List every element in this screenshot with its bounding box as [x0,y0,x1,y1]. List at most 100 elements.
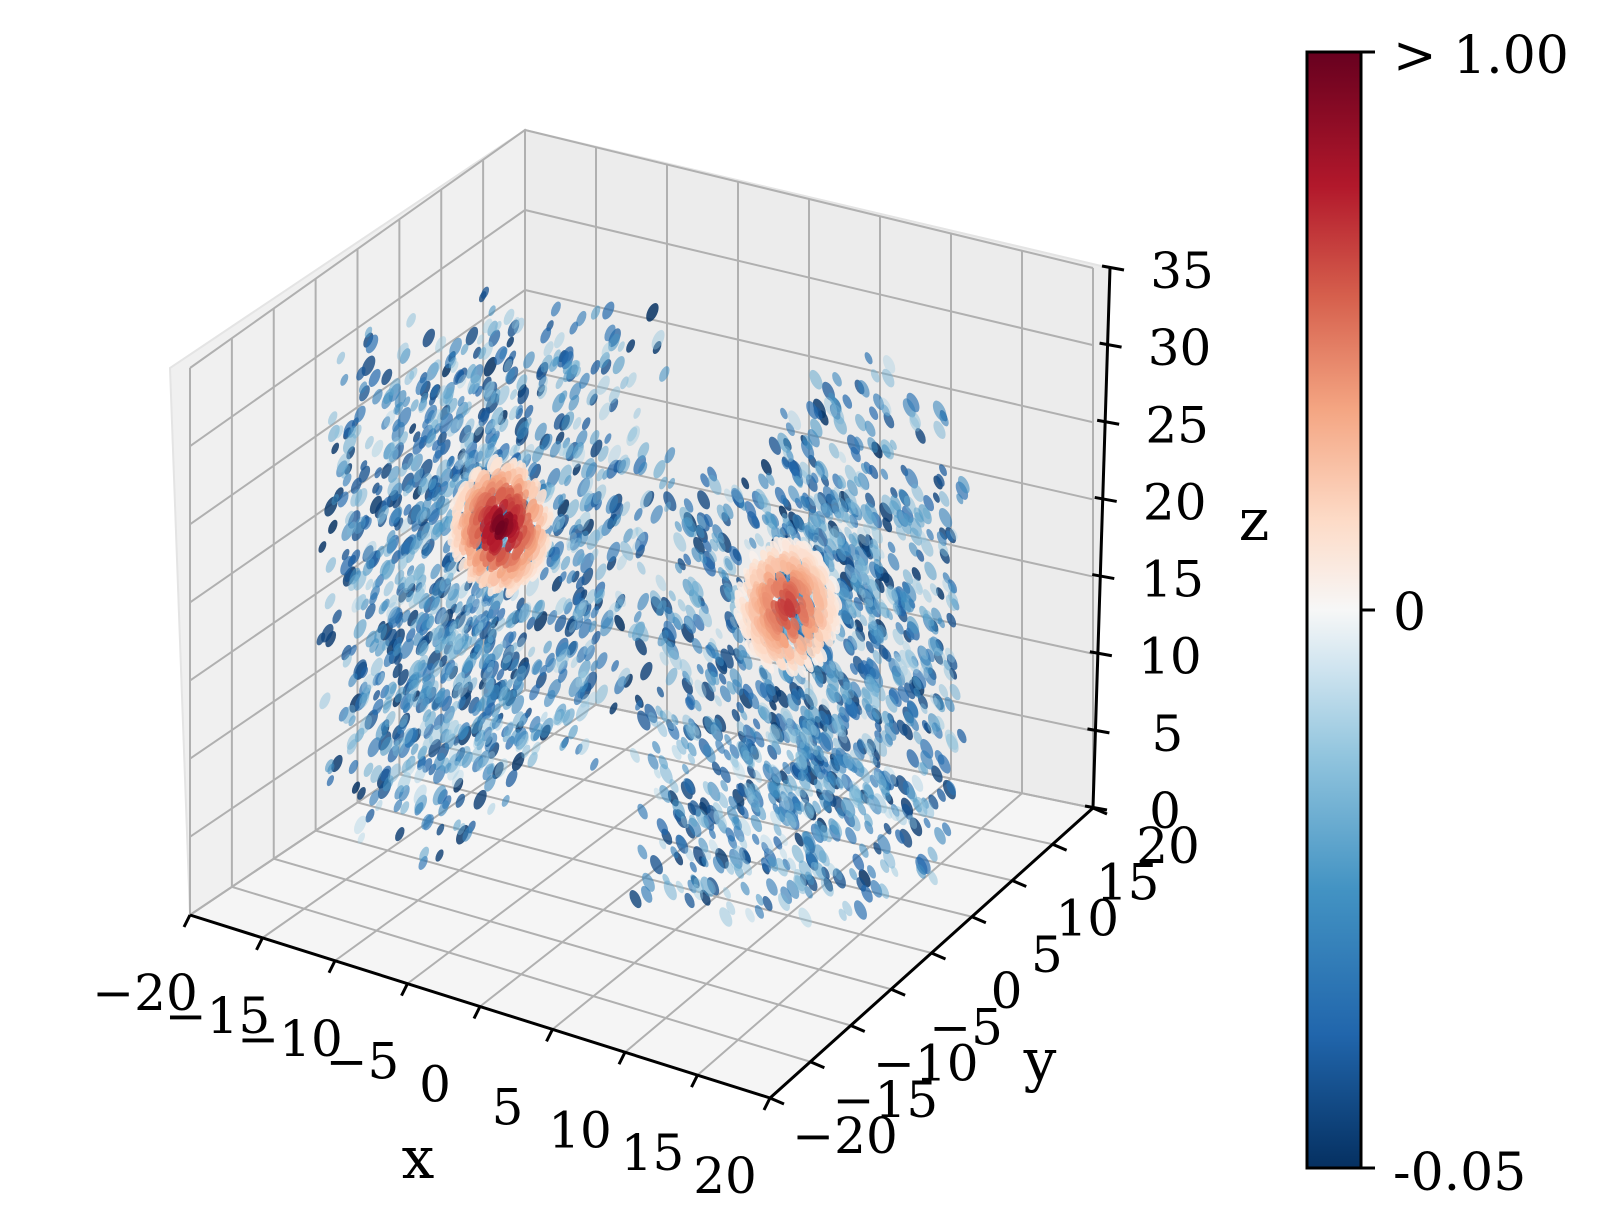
scatter-point [740,709,748,721]
scatter-point [872,650,883,665]
scatter-point [771,740,782,755]
scatter-point [328,519,338,534]
scatter-point [428,395,436,406]
scatter-point [401,759,411,774]
scatter-point [838,605,852,625]
scatter-point [869,774,879,788]
scatter-point [566,640,579,658]
scatter-point [418,399,428,414]
scatter-point [443,562,451,573]
scatter-point [895,622,904,635]
scatter-point [406,590,414,603]
scatter-point [640,661,653,681]
scatter-point [832,868,846,889]
scatter-point [710,724,723,742]
scatter-point [909,817,923,837]
scatter-point [572,463,581,476]
scatter-point [810,664,824,685]
scatter-point [377,504,389,523]
scatter-point [430,419,438,431]
scatter-point [873,793,887,814]
scatter-point [809,742,819,756]
scatter-point [849,868,858,881]
scatter-point [957,728,967,744]
scatter-point [360,598,369,611]
scatter-point [499,418,509,433]
scatter-point [383,696,393,710]
scatter-point [833,754,847,774]
scatter-point [421,613,434,631]
scatter-point [794,875,805,892]
scatter-point [687,753,696,765]
scatter-point [767,856,779,872]
scatter-point [412,485,423,500]
scatter-point [394,390,407,408]
scatter-point [878,883,890,899]
scatter-point [799,461,812,480]
scatter-point [488,305,496,317]
scatter-point [733,845,746,863]
scatter-point [364,435,374,450]
scatter-point [798,785,807,798]
scatter-point [363,332,374,348]
scatter-point [407,565,415,576]
scatter-point [558,464,572,485]
scatter-point [490,388,501,404]
scatter-point [889,500,902,519]
scatter-point [913,507,924,523]
scatter-point [485,446,498,464]
scatter-point [410,618,418,631]
x-tick-label: 15 [621,1124,685,1182]
scatter-point [499,679,508,691]
scatter-point [806,401,819,420]
scatter-point [749,537,757,549]
scatter-point [560,556,571,571]
scatter-point [945,594,957,611]
scatter-point [880,439,894,460]
scatter-point [541,433,553,451]
scatter-point [407,453,418,470]
scatter-point [719,766,731,783]
scatter-point [464,599,473,612]
scatter-point [642,872,655,892]
scatter-point [700,876,715,897]
scatter-point [674,521,682,532]
scatter-point [936,531,947,547]
scatter-point [874,721,882,733]
x-tick [690,1074,699,1088]
scatter-point [911,483,924,503]
scatter-point [887,553,900,571]
scatter-point [577,477,591,497]
scatter-point [810,418,823,438]
scatter-point [921,797,929,809]
scatter-point [439,413,453,434]
scatter-point [590,660,599,672]
scatter-point [879,502,893,523]
scatter-point [804,805,814,819]
scatter-point [924,561,937,581]
scatter-point [860,463,869,474]
scatter-point [859,614,868,627]
scatter-point [551,559,561,574]
scatter-point [474,729,486,747]
scatter-point [802,434,813,451]
scatter-point [932,400,947,422]
scatter-point [439,728,450,744]
scatter-point [540,717,554,738]
scatter-point [595,524,606,541]
z-tick-label: 35 [1150,242,1214,300]
scatter-point [913,687,921,699]
scatter-point [521,744,531,759]
scatter-point [906,786,918,803]
scatter-point [449,623,458,635]
scatter-point [403,396,411,408]
scatter-point [409,367,418,380]
scatter-point [637,442,650,460]
scatter-point [372,388,383,405]
scatter-point [698,607,712,628]
y-axis-label: y [1023,1026,1057,1094]
scatter-point [356,366,366,381]
scatter-point [644,703,658,724]
scatter-point [838,908,847,921]
scatter-point [802,844,810,855]
